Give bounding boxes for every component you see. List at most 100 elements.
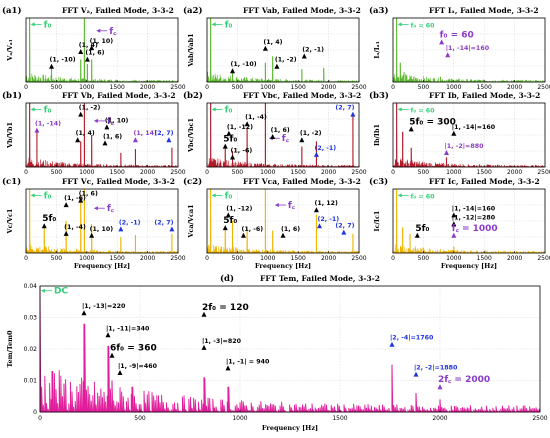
x-tick-label: 0 (24, 84, 28, 91)
annotation-label: (2, -1) (302, 46, 324, 53)
x-tick-label: 2000 (507, 255, 522, 262)
axes-frame (392, 102, 546, 168)
annotation-label: 5f₀ (415, 224, 429, 234)
annotation-marker (117, 370, 123, 376)
annotation-marker (226, 130, 232, 136)
x-tick-label: 500 (51, 84, 63, 91)
x-tick-label: 0 (391, 84, 395, 91)
annotation-marker (240, 232, 246, 238)
x-tick-label: 1000 (79, 169, 94, 176)
x-tick-label: 1000 (79, 255, 94, 262)
annotation-marker (63, 202, 69, 208)
y-axis-label: Ic/Ic1 (373, 211, 381, 232)
annotation-label: (1, 4) (79, 42, 98, 49)
x-tick-label: 500 (418, 255, 430, 262)
x-tick-label: 1500 (477, 255, 492, 262)
axes-frame (39, 285, 541, 413)
axes-frame (392, 188, 546, 254)
x-tick-label: 1500 (110, 255, 125, 262)
x-tick-label: 500 (418, 84, 430, 91)
x-tick-label: 500 (134, 415, 146, 422)
annotation-label: (2, -1) (317, 216, 339, 223)
x-tick-label: 0 (391, 255, 395, 262)
x-tick-label: 500 (232, 169, 244, 176)
annotation-label: (1, 6) (271, 127, 290, 134)
y-tick-label: 0.03 (24, 315, 38, 322)
y-axis-label: Vₐ/Vₐ₁ (6, 39, 14, 62)
annotation-label: f꜀ (282, 134, 289, 144)
annotation-label: |1, -11|=340 (106, 325, 150, 333)
annotation-marker (104, 124, 110, 130)
x-tick-label: 1500 (477, 169, 492, 176)
annotation-label: (1, -2) (79, 105, 101, 112)
panel-label: (b2) (183, 90, 203, 101)
annotation-label: f꜀ (107, 117, 114, 127)
annotation-marker (313, 207, 319, 213)
annotation-marker (313, 151, 319, 157)
annotation-marker (78, 49, 84, 54)
annotation-marker (451, 212, 457, 218)
annotation-marker (34, 127, 40, 133)
annotation-marker (105, 332, 111, 338)
x-tick-label: 1500 (110, 84, 125, 91)
annotation-marker (89, 45, 95, 51)
panel-title: FFT Ib, Failed Mode, 3-3-2 (429, 91, 540, 100)
arrow-head (93, 206, 98, 211)
annotation-label: (2, 7) (335, 105, 354, 112)
x-tick-label: 2000 (140, 169, 155, 176)
annotation-label: |1, -13|=220 (82, 303, 126, 311)
x-axis-label: Frequency [Hz] (74, 262, 130, 270)
annotation-label: (2, 7) (335, 223, 354, 230)
annotation-marker (201, 311, 207, 317)
annotation-marker (84, 56, 90, 62)
annotation-label: f₀ = 60 (411, 193, 436, 200)
panel-label: (a2) (183, 5, 202, 16)
annotation-label: 2f₀ = 120 (202, 303, 249, 313)
annotation-marker (102, 140, 108, 146)
annotation-marker (230, 154, 236, 160)
panel-label: (c3) (369, 176, 388, 187)
annotation-marker (222, 143, 228, 149)
annotation-marker (270, 134, 276, 139)
annotation-marker (299, 137, 305, 143)
arrow-head (397, 107, 402, 112)
annotation-label: |1, -3|=820 (202, 338, 242, 346)
panel-title: FFT Vca, Failed Mode, 3-3-2 (243, 177, 361, 186)
panel-title: FFT Ic, Failed Mode, 3-3-2 (429, 177, 540, 186)
annotation-marker (230, 68, 236, 74)
x-tick-label: 2500 (532, 415, 547, 422)
annotation-marker (225, 212, 231, 218)
x-tick-label: 1000 (260, 169, 275, 176)
panel-title: FFT Iₐ, Failed Mode, 3-3-2 (429, 6, 539, 15)
x-tick-label: 0 (205, 255, 209, 262)
panel-title: FFT Vab, Failed Mode, 3-3-2 (243, 6, 361, 15)
x-tick-label: 1500 (477, 84, 492, 91)
annotation-marker (166, 137, 172, 143)
spectrum-line (39, 285, 541, 413)
annotation-label: f꜀ = 1000 (452, 224, 498, 234)
annotation-label: (1, 10) (90, 226, 114, 233)
x-tick-label: 1500 (291, 84, 306, 91)
panel-label: (a1) (2, 5, 21, 16)
panel-a2: 0 500 1000 1500 2000 2500 (a2) FFT Vab, Failed … (183, 5, 367, 91)
x-tick-label: 1000 (260, 84, 275, 91)
annotation-marker (262, 45, 268, 51)
annotation-label: (1, -14) (35, 121, 61, 128)
annotation-marker (225, 365, 231, 371)
panel-label: (b1) (2, 90, 22, 101)
annotation-label: f₀ (44, 20, 52, 30)
annotation-label: (1, -10) (231, 61, 257, 68)
annotation-marker (301, 53, 307, 59)
annotation-marker (413, 371, 419, 377)
annotation-marker (78, 197, 84, 203)
annotation-label: (1, 10) (90, 38, 114, 45)
axes-frame (25, 102, 179, 168)
x-tick-label: 0 (24, 169, 28, 176)
y-tick-label: 0 (33, 409, 37, 416)
annotation-label: (1, -6) (64, 195, 86, 202)
x-axis-label: Frequency [Hz] (441, 262, 497, 270)
y-axis-label: Iₐ/Iₐ₁ (373, 41, 381, 59)
annotation-marker (439, 39, 445, 45)
annotation-label: (2, 7) (154, 130, 173, 137)
panel-label: (a3) (369, 5, 388, 16)
